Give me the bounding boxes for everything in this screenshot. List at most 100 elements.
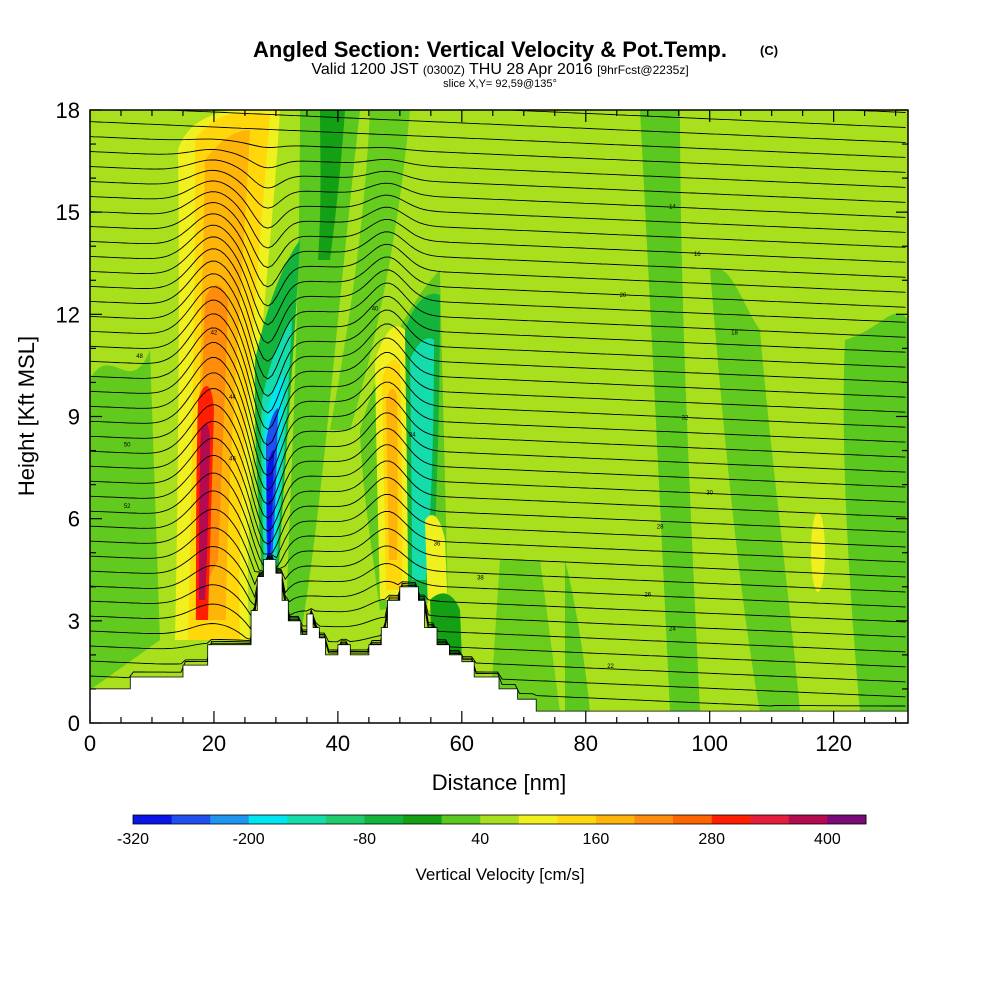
colorbar-swatch <box>171 815 211 824</box>
isentrope-line <box>90 260 906 362</box>
field-region-green-right3 <box>843 313 908 712</box>
colorbar-swatch <box>827 815 867 824</box>
y-tick-label: 9 <box>68 405 80 430</box>
x-tick-label: 120 <box>815 731 852 756</box>
field-region-green-right1 <box>640 110 700 712</box>
y-axis-title: Height [Kft MSL] <box>14 336 39 496</box>
isentrope-label: 46 <box>229 456 236 462</box>
slice-label: slice X,Y= 92,59@135° <box>443 78 557 90</box>
isentrope-line <box>90 169 906 218</box>
isentrope-label: 28 <box>657 524 664 530</box>
isentrope-label: 36 <box>434 542 441 548</box>
isentrope-label: 18 <box>731 330 738 336</box>
x-tick-label: 80 <box>574 731 598 756</box>
colorbar-swatch <box>248 815 288 824</box>
potential-temperature-contours: 52 50 48 46 44 42 40 38 36 34 32 30 28 26 24 22 20 18 16 14 <box>90 110 906 707</box>
isentrope-line <box>90 561 906 638</box>
isentrope-line <box>90 437 906 545</box>
isentrope-label: 20 <box>620 293 627 299</box>
isentrope-line <box>90 455 906 555</box>
colorbar-frame <box>132 814 867 825</box>
isentrope-line <box>90 159 906 203</box>
isentrope-label: 32 <box>682 416 689 422</box>
y-tick-label: 12 <box>56 302 80 327</box>
isentrope-line <box>90 149 906 188</box>
colorbar-swatch <box>750 815 790 824</box>
isentrope-label: 38 <box>477 576 484 582</box>
colorbar-title: Vertical Velocity [cm/s] <box>415 865 584 884</box>
x-tick-label: 0 <box>84 731 96 756</box>
isentrope-label: 42 <box>211 330 218 336</box>
isentrope-label: 50 <box>124 443 131 449</box>
field-region-green-mid <box>330 110 410 430</box>
isentrope-line <box>90 388 906 506</box>
colorbar-tick-label: -200 <box>233 831 265 848</box>
isentrope-line <box>90 404 906 519</box>
isentrope-label: 22 <box>607 664 614 670</box>
y-tick-label: 0 <box>68 711 80 736</box>
isentrope-line <box>90 202 906 269</box>
isentrope-line <box>90 508 906 578</box>
y-tick-label: 3 <box>68 609 80 634</box>
x-tick-label: 60 <box>450 731 474 756</box>
isentrope-label: 16 <box>694 252 701 258</box>
isentrope-line <box>90 564 906 683</box>
colorbar-swatch <box>634 815 674 824</box>
isentrope-line <box>90 327 906 446</box>
isentrope-label: 40 <box>372 307 379 313</box>
isentrope-line <box>90 191 906 249</box>
isentrope-line <box>90 490 906 573</box>
isentrope-line <box>90 527 906 593</box>
isentrope-label: 14 <box>669 204 676 210</box>
isentrope-line <box>90 273 906 380</box>
isentrope-label: 30 <box>706 490 713 496</box>
colorbar-swatch <box>673 815 713 824</box>
colorbar-swatch <box>364 815 404 824</box>
isentrope-line <box>90 566 906 707</box>
isentrope-label: 26 <box>644 593 651 599</box>
chart-subtitle: Valid 1200 JST (0300Z) THU 28 Apr 2016 [… <box>311 61 688 78</box>
isentrope-label: 44 <box>229 395 236 401</box>
isentrope-line <box>90 299 906 414</box>
chart-title: Angled Section: Vertical Velocity & Pot.… <box>253 37 727 62</box>
isentrope-label: 34 <box>409 433 416 439</box>
isentrope-label: 24 <box>669 627 676 633</box>
colorbar-swatch <box>788 815 828 824</box>
colorbar-tick-label: 160 <box>583 831 610 848</box>
colorbar-tick-label: 400 <box>814 831 841 848</box>
isentrope-line <box>157 110 906 143</box>
colorbar-swatch <box>325 815 365 824</box>
y-tick-label: 15 <box>56 200 80 225</box>
colorbar-tick-label: 40 <box>471 831 489 848</box>
terrain-mask <box>90 559 908 723</box>
field-region-green-bottom <box>490 560 560 712</box>
isentrope-label: 48 <box>136 354 143 360</box>
isentrope-line <box>90 560 906 623</box>
isentrope-line <box>90 313 906 430</box>
isentrope-line <box>90 180 906 233</box>
isentrope-label: 52 <box>124 504 131 510</box>
isentrope-line <box>90 248 906 344</box>
colorbar-swatch <box>557 815 597 824</box>
colorbar-tick-label: -80 <box>353 831 376 848</box>
isentrope-line <box>90 563 906 668</box>
isentrope-line <box>90 342 906 462</box>
plot-area: 52 50 48 46 44 42 40 38 36 34 32 30 28 26 24 22 20 18 16 14 <box>90 110 908 723</box>
isentrope-line <box>90 357 906 477</box>
colorbar: -320 -200 -80 40 160 280 400 <box>117 814 867 848</box>
isentrope-line <box>90 420 906 532</box>
x-tick-label: 100 <box>691 731 728 756</box>
x-tick-label: 40 <box>326 731 350 756</box>
field-region-green-base <box>430 593 462 660</box>
x-axis-ticks: 0 20 40 60 80 100 120 <box>84 110 897 756</box>
isentrope-line <box>90 472 906 567</box>
isentrope-line <box>498 110 906 128</box>
colorbar-swatch <box>441 815 481 824</box>
colorbar-swatch <box>403 815 443 824</box>
colorbar-swatch <box>133 815 173 824</box>
x-axis-title: Distance [nm] <box>432 770 567 795</box>
colorbar-swatch <box>480 815 520 824</box>
colorbar-swatch <box>518 815 558 824</box>
x-tick-label: 20 <box>202 731 226 756</box>
